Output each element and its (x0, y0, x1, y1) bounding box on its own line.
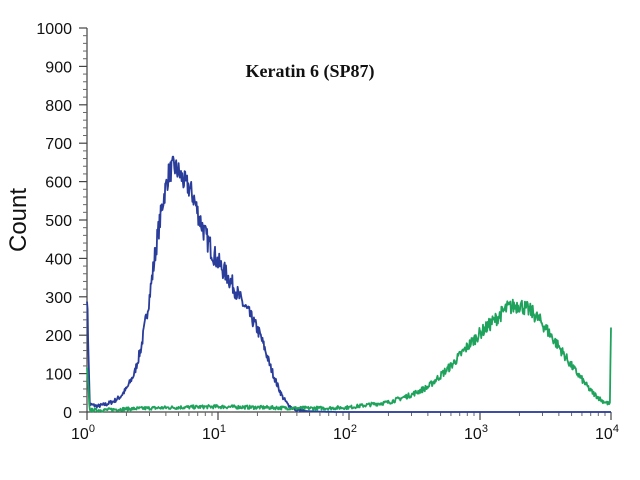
y-tick-label: 300 (45, 290, 72, 307)
y-tick-label: 900 (45, 59, 72, 76)
chart-title: Keratin 6 (SP87) (246, 61, 375, 82)
x-tick-exponent: 2 (351, 423, 357, 435)
y-tick-label: 500 (45, 213, 72, 230)
y-tick-label: 600 (45, 175, 72, 192)
series-1-line (86, 155, 612, 413)
x-tick-label: 100 (71, 423, 95, 443)
y-axis-label: Count (5, 188, 32, 252)
x-tick-label: 101 (202, 423, 226, 443)
x-tick-exponent: 3 (482, 423, 488, 435)
x-tick-label: 104 (595, 423, 619, 443)
x-tick-label: 103 (464, 423, 488, 443)
y-tick-label: 200 (45, 328, 72, 345)
y-tick-label: 100 (45, 367, 72, 384)
y-tick-label: 400 (45, 251, 72, 268)
x-tick-exponent: 1 (220, 423, 226, 435)
x-tick-exponent: 4 (613, 423, 619, 435)
y-tick-label: 0 (63, 405, 72, 422)
y-tick-label: 1000 (36, 21, 72, 38)
series-2-line (86, 298, 612, 413)
x-tick-exponent: 0 (89, 423, 95, 435)
y-tick-label: 700 (45, 136, 72, 153)
series-layer (86, 155, 612, 413)
y-tick-label: 800 (45, 98, 72, 115)
x-tick-label: 102 (333, 423, 357, 443)
